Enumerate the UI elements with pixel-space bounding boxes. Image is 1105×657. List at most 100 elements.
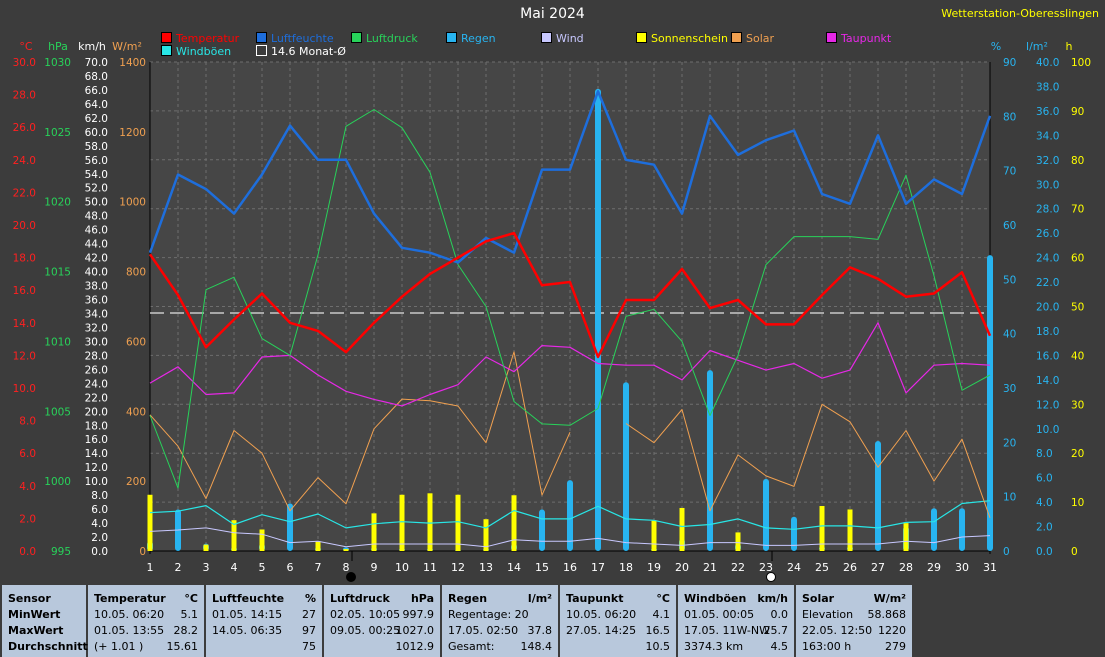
tick-label-rain: 2.0: [1036, 522, 1053, 534]
x-tick-label: 10: [395, 561, 409, 574]
tick-label-pressure: 1000: [44, 476, 71, 488]
tick-label-pressure: 995: [51, 546, 71, 558]
stats-row-value: 1027.0: [395, 624, 435, 637]
axis-unit-humidity: %: [991, 40, 1001, 53]
tick-label-solar: 200: [126, 476, 146, 488]
tick-label-wind: 42.0: [85, 253, 108, 265]
rain-bar: [763, 478, 769, 551]
tick-label-hours: 50: [1071, 302, 1084, 314]
x-tick-label: 27: [871, 561, 885, 574]
stats-row-value: 15.61: [166, 640, 199, 653]
tick-label-temp: 28.0: [13, 90, 36, 102]
x-tick-label: 13: [479, 561, 493, 574]
tick-label-temp: 8.0: [19, 416, 36, 428]
rain-bar: [791, 516, 797, 551]
stats-row-value: 148.4: [520, 640, 553, 653]
stats-panel-unit: W/m²: [873, 592, 906, 605]
station-name: Wetterstation-Oberesslingen: [941, 7, 1099, 20]
tick-label-wind: 24.0: [85, 378, 108, 390]
sunshine-bar: [847, 509, 853, 551]
tick-label-hours: 60: [1071, 253, 1084, 265]
rain-bar: [959, 508, 965, 551]
axis-unit-solar: W/m²: [112, 40, 142, 53]
rain-bar: [623, 382, 629, 551]
sunshine-bar: [371, 513, 377, 551]
tick-label-rain: 36.0: [1036, 106, 1059, 118]
stats-row-value: 58.868: [867, 608, 907, 621]
tick-label-wind: 8.0: [91, 490, 108, 502]
series-line-luftfeuchte: [148, 90, 992, 264]
stats-panel: Luftfeuchte% 01.05. 14:15 27 14.05. 06:35 97…: [206, 585, 322, 657]
tick-label-wind: 56.0: [85, 155, 108, 167]
tick-label-wind: 10.0: [85, 476, 108, 488]
stats-row-value: 279: [885, 640, 906, 653]
stats-row-value: 25.7: [763, 624, 789, 637]
tick-label-wind: 50.0: [85, 197, 108, 209]
series-line-solar: [149, 351, 571, 512]
tick-label-rain: 16.0: [1036, 350, 1059, 362]
stats-row-label: Durchschnitt: [8, 640, 88, 653]
tick-label-wind: 68.0: [85, 71, 108, 83]
tick-label-wind: 70.0: [85, 57, 108, 69]
tick-label-temp: 12.0: [13, 350, 36, 362]
stats-row-label: 17.05. 02:50: [448, 624, 519, 637]
tick-label-rain: 8.0: [1036, 448, 1053, 460]
stats-row-label: 14.05. 06:35: [212, 624, 283, 637]
x-tick-label: 17: [591, 561, 605, 574]
stats-panel-title: Luftfeuchte: [212, 592, 285, 605]
stats-row-label: Elevation: [802, 608, 854, 621]
tick-label-solar: 600: [126, 336, 146, 348]
legend-label: Taupunkt: [841, 32, 892, 45]
stats-row-value: 4.1: [652, 608, 671, 621]
legend-label: Windböen: [176, 45, 232, 58]
tick-label-temp: 26.0: [13, 122, 36, 134]
tick-label-temp: 22.0: [13, 187, 36, 199]
axis-unit-temp: °C: [19, 40, 33, 53]
sunshine-bar: [735, 532, 741, 551]
legend-label: Sonnenschein: [651, 32, 728, 45]
legend-item: Luftdruck: [351, 32, 418, 45]
stats-panel-unit: °C: [656, 592, 670, 605]
stats-row-label: 27.05. 14:25: [566, 624, 637, 637]
axis-unit-pressure: hPa: [48, 40, 68, 53]
tick-label-wind: 44.0: [85, 239, 108, 251]
axis-unit-wind: km/h: [78, 40, 106, 53]
stats-row-label: Gesamt:: [448, 640, 495, 653]
stats-panel-title: Temperatur: [94, 592, 166, 605]
legend-item: Windböen: [161, 45, 231, 58]
stats-panel: Solar W/m² Elevation 58.868 22.05. 12:50 1220…: [796, 585, 912, 657]
legend-label: Solar: [746, 32, 775, 45]
tick-label-solar: 400: [126, 406, 146, 418]
legend-item: Regen: [446, 32, 496, 45]
rain-bar: [931, 508, 937, 551]
tick-label-rain: 14.0: [1036, 375, 1059, 387]
tick-label-hours: 0: [1071, 546, 1078, 558]
tick-label-temp: 14.0: [13, 318, 36, 330]
tick-label-temp: 20.0: [13, 220, 36, 232]
tick-label-pressure: 1030: [44, 57, 71, 69]
x-tick-label: 28: [899, 561, 913, 574]
x-tick-label: 15: [535, 561, 549, 574]
tick-label-temp: 24.0: [13, 155, 36, 167]
tick-label-hours: 80: [1071, 155, 1084, 167]
sunshine-bar: [903, 523, 909, 551]
rain-bar: [987, 255, 993, 551]
stats-panel-unit: l/m²: [527, 592, 552, 605]
tick-label-temp: 6.0: [19, 448, 36, 460]
axis-unit-rain: l/m²: [1026, 40, 1048, 53]
tick-label-rain: 4.0: [1036, 497, 1053, 509]
stats-panel: Temperatur °C 10.05. 06:20 5.1 01.05. 13:55 2…: [88, 585, 204, 657]
sunshine-bar: [511, 495, 517, 551]
x-tick-label: 7: [315, 561, 322, 574]
tick-label-temp: 30.0: [13, 57, 36, 69]
tick-label-rain: 30.0: [1036, 179, 1059, 191]
tick-label-temp: 18.0: [13, 253, 36, 265]
tick-label-humidity: 30: [1003, 383, 1016, 395]
stats-row-label: 10.05. 06:20: [566, 608, 637, 621]
tick-label-wind: 66.0: [85, 85, 108, 97]
stats-row-label: 01.05. 13:55: [94, 624, 165, 637]
stats-row-value: 97: [302, 624, 316, 637]
legend-label: Luftdruck: [366, 32, 418, 45]
tick-label-humidity: 60: [1003, 220, 1016, 232]
x-tick-label: 16: [563, 561, 577, 574]
